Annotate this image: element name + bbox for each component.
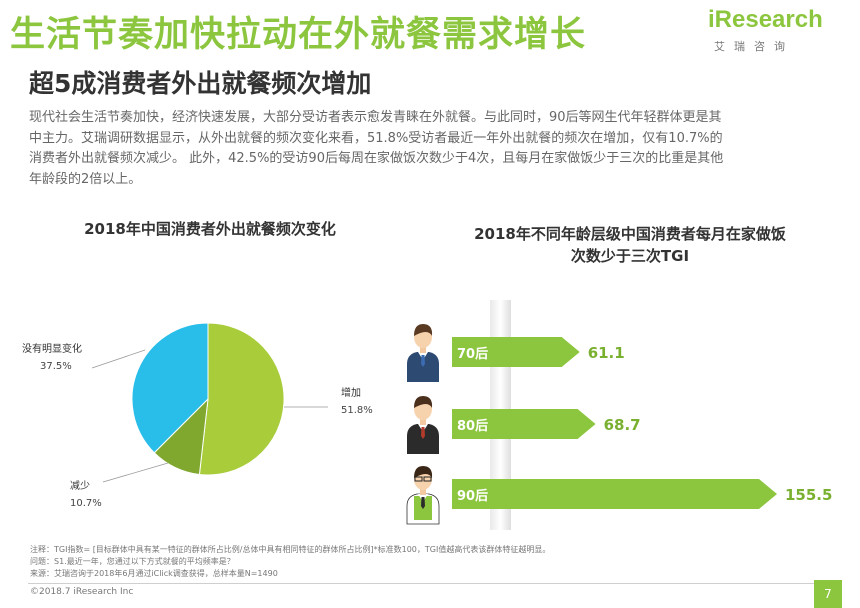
tgi-title-line: 次数少于三次TGI (570, 247, 690, 265)
man-90s-icon (406, 466, 440, 525)
tgi-category-label: 70后 (457, 346, 488, 362)
pie-slice (131, 322, 209, 454)
tgi-category-label: 90后 (457, 488, 488, 504)
tgi-value-label: 68.7 (604, 416, 641, 434)
pie-leader-line (102, 462, 169, 483)
footnote-line: 问题：S1.最近一年，您通过以下方式就餐的平均频率是？ (30, 557, 235, 566)
intro-line: 中主力。艾瑞调研数据显示，从外出就餐的频次变化来看，51.8%受访者最近一年外出… (29, 130, 723, 146)
pie-slice-label: 减少 (70, 480, 90, 492)
page-title: 生活节奏加快拉动在外就餐需求增长 (10, 15, 587, 55)
footer-divider (28, 583, 828, 584)
man-80s-icon (407, 396, 439, 454)
logo-subtext: 艾瑞咨询 (714, 40, 794, 53)
intro-paragraph: 现代社会生活节奏加快，经济快速发展，大部分受访者表示愈发青睐在外就餐。与此同时，… (29, 108, 829, 190)
intro-line: 年龄段的2倍以上。 (29, 171, 142, 187)
tgi-bar (452, 479, 777, 509)
pie-slice-value: 51.8% (341, 405, 373, 416)
footnote-line: 注释：TGI指数= [目标群体中具有某一特征的群体所占比例/总体中具有相同特征的… (30, 545, 551, 554)
pie-slice-label: 没有明显变化 (22, 342, 82, 355)
intro-line: 现代社会生活节奏加快，经济快速发展，大部分受访者表示愈发青睐在外就餐。与此同时，… (29, 110, 722, 125)
iresearch-logo: iResearch 艾瑞咨询 (708, 6, 823, 56)
pie-slice-value: 10.7% (70, 498, 102, 509)
intro-line: 消费者外出就餐频次减少。 此外，42.5%的受访90后每周在家做饭次数少于4次，… (29, 151, 724, 166)
footnote-line: 来源：艾瑞咨询于2018年6月通过iClick调查获得，总样本量N=1490 (30, 569, 278, 578)
section-subtitle: 超5成消费者外出就餐频次增加 (29, 69, 372, 98)
pie-chart-title: 2018年中国消费者外出就餐频次变化 (84, 220, 336, 238)
tgi-value-label: 155.5 (785, 486, 832, 504)
man-70s-icon (407, 324, 439, 382)
footnotes: 注释：TGI指数= [目标群体中具有某一特征的群体所占比例/总体中具有相同特征的… (30, 544, 550, 580)
tgi-chart-title: 2018年不同年龄层级中国消费者每月在家做饭 次数少于三次TGI (420, 223, 840, 267)
tgi-bar (452, 409, 596, 439)
tgi-title-line: 2018年不同年龄层级中国消费者每月在家做饭 (474, 225, 786, 243)
tgi-category-label: 80后 (457, 418, 488, 434)
pie-slice-value: 37.5% (40, 361, 72, 372)
tgi-bar (452, 337, 580, 367)
pie-slice-label: 增加 (341, 386, 361, 399)
pie-leader-line (91, 349, 146, 369)
tgi-value-label: 61.1 (588, 344, 625, 362)
pie-slice (198, 322, 285, 476)
page-number: 7 (814, 580, 842, 608)
logo-text: iResearch (708, 6, 823, 33)
copyright-text: ©2018.7 iResearch Inc (30, 587, 134, 597)
